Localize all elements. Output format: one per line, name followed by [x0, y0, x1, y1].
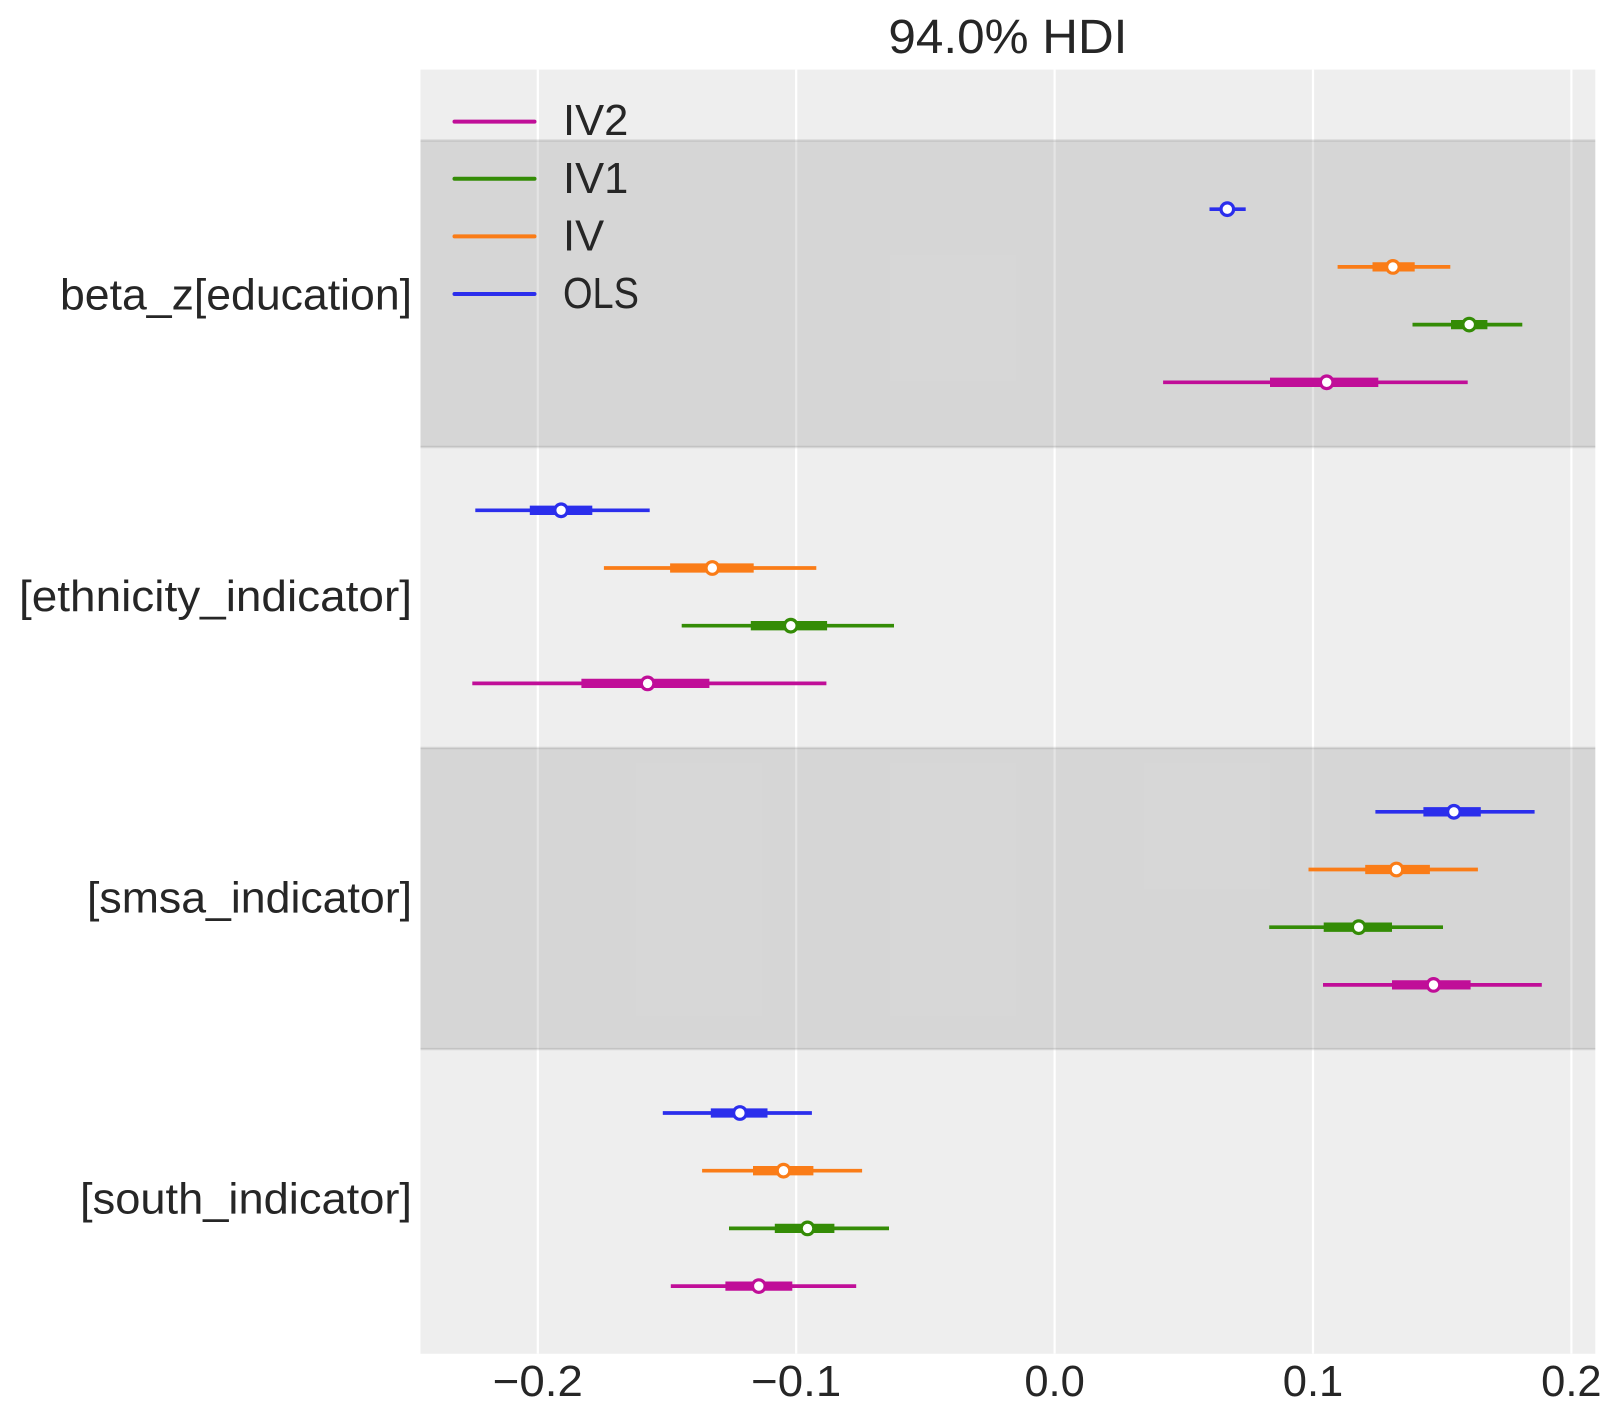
- svg-text:IV2: IV2: [563, 97, 628, 145]
- svg-text:IV1: IV1: [563, 155, 628, 203]
- svg-text:OLS: OLS: [563, 270, 639, 318]
- svg-text:IV: IV: [563, 212, 604, 260]
- svg-text:beta_z[education]: beta_z[education]: [60, 272, 412, 320]
- svg-text:0.2: 0.2: [1541, 1358, 1601, 1406]
- svg-text:0.1: 0.1: [1283, 1358, 1343, 1406]
- svg-text:[smsa_indicator]: [smsa_indicator]: [87, 874, 412, 922]
- svg-text:0.0: 0.0: [1024, 1358, 1084, 1406]
- svg-text:−0.2: −0.2: [493, 1358, 583, 1406]
- svg-text:94.0% HDI: 94.0% HDI: [888, 10, 1127, 64]
- svg-text:[ethnicity_indicator]: [ethnicity_indicator]: [19, 573, 412, 621]
- svg-text:−0.1: −0.1: [751, 1358, 841, 1406]
- svg-text:[south_indicator]: [south_indicator]: [80, 1176, 412, 1224]
